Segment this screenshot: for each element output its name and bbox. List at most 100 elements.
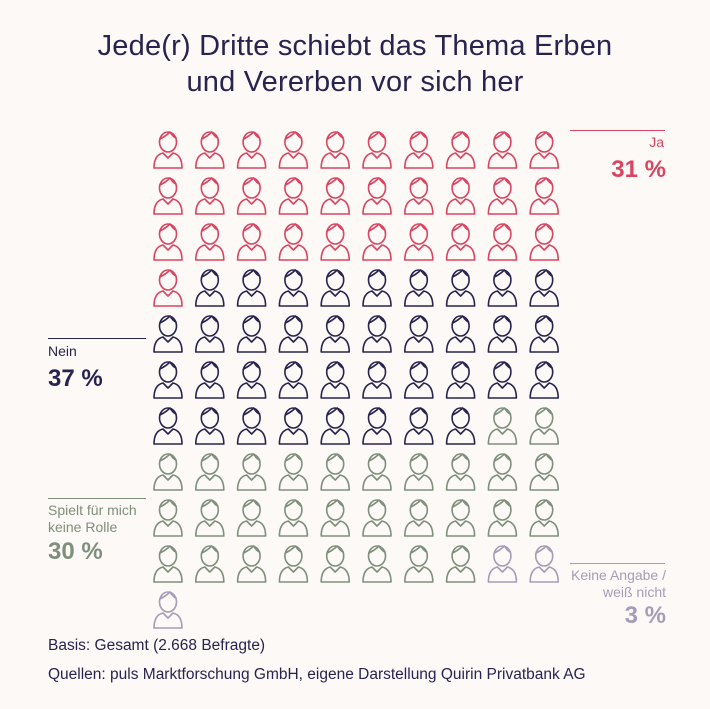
keine-label-line-1: Keine Angabe / [571,567,666,584]
person-icon-nein [279,316,307,352]
person-icon-ja [154,224,182,260]
nein-value: 37 % [48,365,103,393]
person-icon-nein [363,270,391,306]
keine-label-line-2: weiß nicht [571,584,666,601]
person-icon-nein [447,362,475,398]
person-icon-nein [530,270,558,306]
person-icon-nein [530,362,558,398]
person-icon-ja [530,132,558,168]
person-icon-spielt [488,408,516,444]
ja-leader-line [570,130,665,131]
person-icon-ja [279,224,307,260]
ja-value: 31 % [611,156,666,184]
person-icon-ja [447,178,475,214]
person-icon-nein [154,316,182,352]
person-icon-ja [154,132,182,168]
person-icon-nein [447,270,475,306]
person-icon-spielt [154,500,182,536]
person-icon-keine [154,592,182,628]
person-icon-keine [488,546,516,582]
person-icon-nein [405,408,433,444]
person-icon-spielt [196,546,224,582]
person-icon-nein [238,362,266,398]
person-icon-spielt [321,500,349,536]
person-icon-spielt [363,454,391,490]
person-icon-spielt [154,546,182,582]
person-icon-spielt [321,454,349,490]
person-icon-nein [154,362,182,398]
person-icon-ja [196,132,224,168]
person-icon-ja [363,132,391,168]
person-icon-spielt [321,546,349,582]
person-icon-ja [363,178,391,214]
person-icon-spielt [238,500,266,536]
person-icon-ja [279,132,307,168]
person-icon-ja [447,132,475,168]
person-icon-nein [405,316,433,352]
person-icon-nein [321,270,349,306]
person-icon-spielt [405,454,433,490]
person-icon-spielt [530,500,558,536]
person-icon-ja [405,132,433,168]
keine-label: Keine Angabe / weiß nicht [571,567,666,601]
person-icon-spielt [363,500,391,536]
person-icon-spielt [196,454,224,490]
person-icon-nein [238,316,266,352]
person-icon-ja [238,178,266,214]
person-icon-nein [488,362,516,398]
footer-sources: Quellen: puls Marktforschung GmbH, eigen… [48,666,586,684]
person-icon-spielt [279,500,307,536]
person-icon-nein [154,408,182,444]
person-icon-ja [238,132,266,168]
person-icon-spielt [447,500,475,536]
person-icon-spielt [363,546,391,582]
person-icon-spielt [405,546,433,582]
person-icon-nein [530,316,558,352]
person-icon-ja [363,224,391,260]
person-icon-ja [279,178,307,214]
person-icon-nein [196,362,224,398]
person-icon-ja [530,224,558,260]
person-icon-ja [488,224,516,260]
person-icon-nein [238,408,266,444]
person-icon-nein [363,408,391,444]
person-icon-nein [321,362,349,398]
person-icon-ja [196,224,224,260]
person-icon-ja [154,270,182,306]
person-icon-nein [321,408,349,444]
person-icon-spielt [530,454,558,490]
person-icon-nein [321,316,349,352]
person-icon-spielt [447,546,475,582]
person-icon-ja [405,224,433,260]
person-icon-nein [279,270,307,306]
person-icon-nein [447,316,475,352]
person-icon-ja [196,178,224,214]
nein-leader-line [48,338,146,339]
person-icon-nein [488,270,516,306]
person-icon-spielt [154,454,182,490]
spielt-label-line-2: keine Rolle [48,519,137,536]
person-icon-spielt [279,546,307,582]
person-icon-spielt [488,500,516,536]
person-icon-ja [447,224,475,260]
person-icon-spielt [405,500,433,536]
person-icon-nein [196,408,224,444]
person-icon-ja [405,178,433,214]
person-icon-nein [279,408,307,444]
person-icon-nein [279,362,307,398]
person-icon-spielt [488,454,516,490]
person-icon-spielt [279,454,307,490]
person-icon-ja [488,178,516,214]
person-icon-nein [405,270,433,306]
person-icon-spielt [447,454,475,490]
person-icon-spielt [196,500,224,536]
keine-leader-line [570,563,665,564]
person-icon-spielt [238,546,266,582]
ja-label: Ja [649,134,664,151]
nein-label: Nein [48,343,77,360]
person-icon-spielt [238,454,266,490]
person-icon-ja [238,224,266,260]
footer-basis: Basis: Gesamt (2.668 Befragte) [48,637,265,655]
person-icon-ja [321,178,349,214]
person-icon-nein [363,316,391,352]
